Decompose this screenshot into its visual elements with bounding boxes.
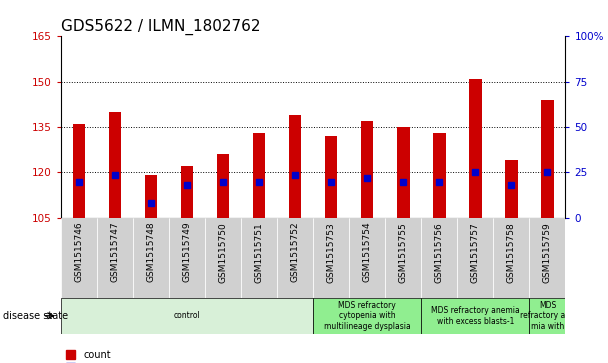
Text: GSM1515746: GSM1515746: [74, 222, 83, 282]
Bar: [325, 136, 337, 218]
Bar: [313, 298, 421, 334]
Bar: [241, 218, 277, 298]
Text: GSM1515752: GSM1515752: [291, 222, 300, 282]
Bar: [530, 218, 565, 298]
Bar: [385, 218, 421, 298]
Bar: [72, 124, 85, 218]
Bar: [541, 100, 554, 218]
Text: GSM1515749: GSM1515749: [182, 222, 192, 282]
Text: GDS5622 / ILMN_1802762: GDS5622 / ILMN_1802762: [61, 19, 260, 35]
Text: MDS
refractory ane
mia with: MDS refractory ane mia with: [520, 301, 575, 331]
Text: GSM1515753: GSM1515753: [326, 222, 336, 282]
Bar: [61, 298, 313, 334]
Text: GSM1515747: GSM1515747: [111, 222, 119, 282]
Text: GSM1515755: GSM1515755: [399, 222, 408, 282]
Bar: [216, 154, 229, 218]
Text: MDS refractory
cytopenia with
multilineage dysplasia: MDS refractory cytopenia with multilinea…: [324, 301, 410, 331]
Text: GSM1515759: GSM1515759: [543, 222, 552, 282]
Bar: [277, 218, 313, 298]
Bar: [145, 175, 157, 218]
Bar: [397, 127, 410, 218]
Bar: [289, 115, 302, 218]
Bar: [205, 218, 241, 298]
Bar: [97, 218, 133, 298]
Text: disease state: disease state: [3, 311, 68, 321]
Bar: [133, 218, 169, 298]
Bar: [253, 133, 265, 218]
Text: control: control: [174, 311, 200, 320]
Text: GSM1515756: GSM1515756: [435, 222, 444, 282]
Bar: [109, 112, 121, 218]
Bar: [61, 218, 97, 298]
Bar: [349, 218, 385, 298]
Bar: [181, 166, 193, 218]
Bar: [505, 160, 517, 218]
Bar: [493, 218, 530, 298]
Bar: [169, 218, 205, 298]
Bar: [313, 218, 349, 298]
Bar: [421, 298, 530, 334]
Bar: [469, 79, 482, 218]
Bar: [457, 218, 493, 298]
Bar: [421, 218, 457, 298]
Text: GSM1515750: GSM1515750: [218, 222, 227, 282]
Legend: count, percentile rank within the sample: count, percentile rank within the sample: [66, 350, 248, 363]
Bar: [530, 298, 565, 334]
Text: GSM1515754: GSM1515754: [363, 222, 371, 282]
Text: GSM1515758: GSM1515758: [507, 222, 516, 282]
Text: GSM1515748: GSM1515748: [147, 222, 156, 282]
Bar: [433, 133, 446, 218]
Bar: [361, 121, 373, 218]
Text: GSM1515757: GSM1515757: [471, 222, 480, 282]
Text: GSM1515751: GSM1515751: [255, 222, 263, 282]
Text: MDS refractory anemia
with excess blasts-1: MDS refractory anemia with excess blasts…: [431, 306, 520, 326]
